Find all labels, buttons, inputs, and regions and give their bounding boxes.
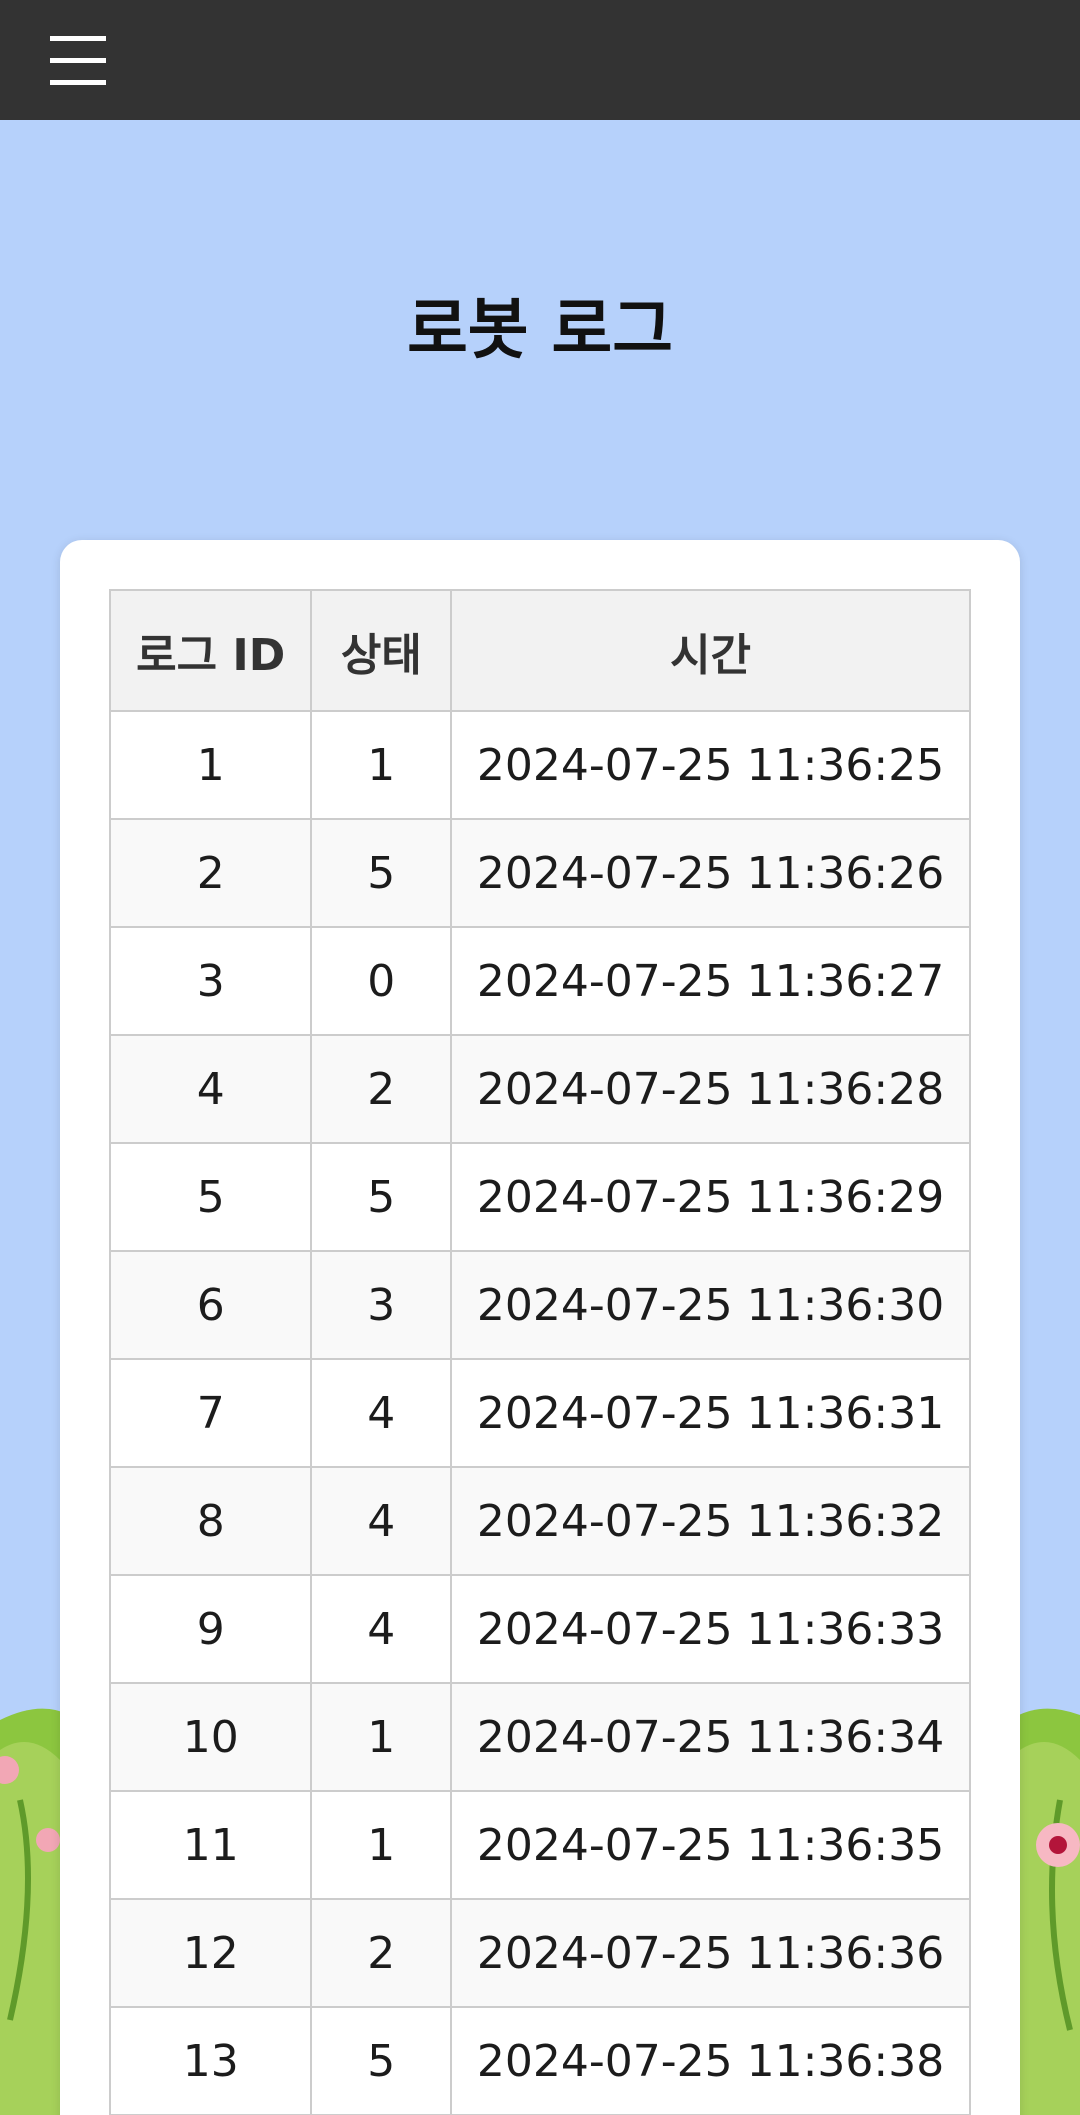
table-row[interactable]: 4 2 2024-07-25 11:36:28 [108,1034,971,1144]
cell-status: 5 [310,2006,453,2115]
cell-time: 2024-07-25 11:36:35 [450,1790,971,1900]
cell-status: 1 [310,710,453,820]
cell-time: 2024-07-25 11:36:34 [450,1682,971,1792]
cell-status: 3 [310,1250,453,1360]
cell-log-id: 4 [108,1034,313,1144]
table-row[interactable]: 2 5 2024-07-25 11:36:26 [108,818,971,928]
cell-time: 2024-07-25 11:36:30 [450,1250,971,1360]
table-row[interactable]: 3 0 2024-07-25 11:36:27 [108,926,971,1036]
cell-log-id: 11 [108,1790,313,1900]
cell-log-id: 8 [108,1466,313,1576]
column-header-time[interactable]: 시간 [450,589,971,712]
robot-log-table: 로그 ID 상태 시간 1 1 2024-07-25 11:36:25 2 5 … [108,589,971,2115]
cell-status: 0 [310,926,453,1036]
table-row[interactable]: 9 4 2024-07-25 11:36:33 [108,1574,971,1684]
cell-time: 2024-07-25 11:36:33 [450,1574,971,1684]
top-bar [0,0,1080,120]
cell-time: 2024-07-25 11:36:29 [450,1142,971,1252]
hamburger-menu-icon[interactable] [50,34,106,86]
cell-status: 5 [310,818,453,928]
table-row[interactable]: 12 2 2024-07-25 11:36:36 [108,1898,971,2008]
cell-status: 4 [310,1358,453,1468]
menu-bar-line [50,58,106,63]
cell-time: 2024-07-25 11:36:31 [450,1358,971,1468]
cell-log-id: 5 [108,1142,313,1252]
page-title: 로봇 로그 [407,291,673,368]
table-row[interactable]: 7 4 2024-07-25 11:36:31 [108,1358,971,1468]
cell-log-id: 10 [108,1682,313,1792]
cell-status: 1 [310,1790,453,1900]
table-row[interactable]: 8 4 2024-07-25 11:36:32 [108,1466,971,1576]
table-row[interactable]: 13 5 2024-07-25 11:36:38 [108,2006,971,2115]
table-row[interactable]: 10 1 2024-07-25 11:36:34 [108,1682,971,1792]
table-row[interactable]: 5 5 2024-07-25 11:36:29 [108,1142,971,1252]
table-row[interactable]: 6 3 2024-07-25 11:36:30 [108,1250,971,1360]
cell-time: 2024-07-25 11:36:38 [450,2006,971,2115]
column-header-status[interactable]: 상태 [310,589,453,712]
cell-status: 4 [310,1466,453,1576]
cell-status: 2 [310,1898,453,2008]
table-header-row: 로그 ID 상태 시간 [108,589,971,712]
cell-time: 2024-07-25 11:36:28 [450,1034,971,1144]
column-header-log-id[interactable]: 로그 ID [108,589,313,712]
cell-status: 1 [310,1682,453,1792]
cell-log-id: 9 [108,1574,313,1684]
cell-time: 2024-07-25 11:36:25 [450,710,971,820]
table-row[interactable]: 1 1 2024-07-25 11:36:25 [108,710,971,820]
cell-status: 2 [310,1034,453,1144]
cell-time: 2024-07-25 11:36:27 [450,926,971,1036]
cell-log-id: 7 [108,1358,313,1468]
cell-log-id: 1 [108,710,313,820]
cell-time: 2024-07-25 11:36:32 [450,1466,971,1576]
grass-background-illustration [0,1708,1080,2115]
cell-log-id: 13 [108,2006,313,2115]
cell-time: 2024-07-25 11:36:36 [450,1898,971,2008]
log-table-card: 로그 ID 상태 시간 1 1 2024-07-25 11:36:25 2 5 … [60,540,1020,2115]
menu-bar-line [50,80,106,85]
cell-time: 2024-07-25 11:36:26 [450,818,971,928]
cell-status: 5 [310,1142,453,1252]
table-row[interactable]: 11 1 2024-07-25 11:36:35 [108,1790,971,1900]
cell-status: 4 [310,1574,453,1684]
cell-log-id: 2 [108,818,313,928]
cell-log-id: 3 [108,926,313,1036]
cell-log-id: 12 [108,1898,313,2008]
menu-bar-line [50,36,106,41]
cell-log-id: 6 [108,1250,313,1360]
